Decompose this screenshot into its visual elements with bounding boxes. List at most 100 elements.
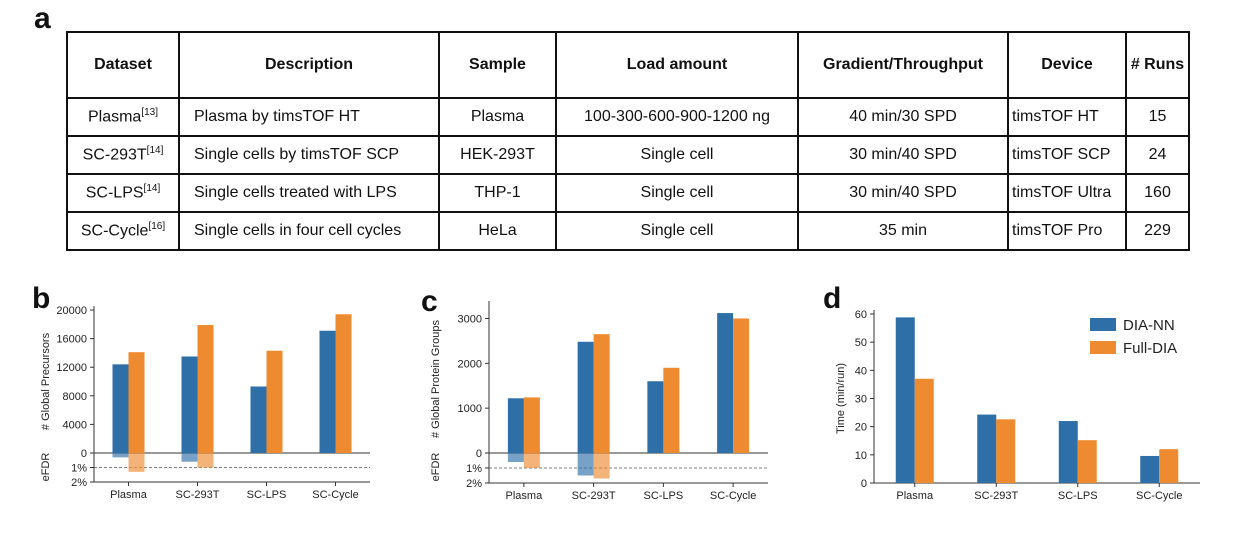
y-tick-label: 16000 [56,334,87,346]
table-row: SC-LPS[14] Single cells treated with LPS… [66,173,1190,213]
bar-dia-nn-sc-lps [647,381,664,453]
bar-dia-nn-plasma [895,317,915,483]
bar-full-dia-plasma [914,378,934,483]
dataset-cell: SC-LPS[14] [66,173,180,213]
description-cell: Single cells treated with LPS [178,173,440,213]
load-cell: 100-300-600-900-1200 ng [555,97,799,137]
efdr-axis-label: eFDR [40,453,52,482]
y-tick-label: 40 [855,365,867,377]
description-cell: Single cells by timsTOF SCP [178,135,440,175]
device-cell: timsTOF Pro [1007,211,1127,251]
y-axis-label: # Global Precursors [40,332,52,430]
legend-swatch-full-dia [1090,341,1116,354]
y-tick-label: 1000 [458,403,482,415]
panel-label-a: a [34,2,51,35]
y-tick-label: 12000 [56,362,87,374]
bar-dia-nn-plasma [112,364,129,453]
y-tick-label: 4000 [63,419,87,431]
description-cell: Single cells in four cell cycles [178,211,440,251]
bar-dia-nn-sc-lps [250,386,267,453]
sample-cell: THP-1 [438,173,557,213]
sample-cell: Plasma [438,97,557,137]
gradient-cell: 35 min [797,211,1009,251]
gradient-cell: 30 min/40 SPD [797,173,1009,213]
device-cell: timsTOF SCP [1007,135,1127,175]
y-tick-label: 20000 [56,305,87,317]
bar-dia-nn-sc-293t [977,414,997,483]
y-tick-label: 60 [855,309,867,321]
reference-citation: [16] [148,221,166,233]
y-tick-label: 0 [476,448,482,460]
y-tick-label: 0 [861,478,867,490]
y-tick-label: 2000 [458,358,482,370]
y-tick-label: 30 [855,394,867,406]
bar-full-dia-sc-293t [996,419,1016,483]
dataset-table: Dataset Description Sample Load amount G… [66,31,1190,251]
efdr-bar-full-dia-plasma [128,453,145,472]
x-tick-label: SC-Cycle [1136,490,1182,502]
efdr-bar-dia-nn-plasma [507,453,524,462]
efdr-bar-full-dia-plasma [523,453,540,468]
reference-citation: [14] [143,183,161,195]
y-tick-label: 50 [855,337,867,349]
y-tick-label: 8000 [63,391,87,403]
efdr-bar-full-dia-sc-293t [197,453,214,468]
dataset-cell: SC-293T[14] [66,135,180,175]
efdr-bar-full-dia-sc-293t [593,453,610,479]
table-row: Plasma[13] Plasma by timsTOF HT Plasma 1… [66,97,1190,137]
column-header: Dataset [66,31,180,99]
efdr-tick-label: 2% [466,478,482,490]
x-tick-label: SC-293T [974,490,1018,502]
x-tick-label: SC-293T [175,489,219,501]
efdr-tick-label: 2% [71,477,87,489]
bar-full-dia-sc-lps [266,350,283,453]
runs-cell: 160 [1125,173,1190,213]
runs-cell: 24 [1125,135,1190,175]
bar-full-dia-sc-293t [593,334,610,453]
bar-full-dia-sc-cycle [335,314,352,453]
x-tick-label: SC-293T [572,490,616,502]
table-header-row: Dataset Description Sample Load amount G… [66,31,1190,99]
y-tick-label: 20 [855,422,867,434]
load-cell: Single cell [555,173,799,213]
x-tick-label: SC-LPS [1058,490,1098,502]
efdr-bar-dia-nn-sc-293t [181,453,198,462]
x-tick-label: SC-LPS [247,489,287,501]
bar-dia-nn-sc-lps [1058,421,1078,483]
table-row: SC-Cycle[16] Single cells in four cell c… [66,211,1190,251]
x-tick-label: SC-Cycle [710,490,756,502]
bar-full-dia-sc-293t [197,325,214,453]
y-axis-label: Time (min/run) [835,363,847,434]
efdr-axis-label: eFDR [430,453,442,482]
load-cell: Single cell [555,211,799,251]
bar-full-dia-sc-cycle [1159,449,1179,483]
column-header: Gradient/Throughput [797,31,1009,99]
reference-citation: [14] [146,145,164,157]
chart-time-per-run: 0 10 20 30 40 50 60 Time (min/run) Plasma SC-293T… [835,309,1200,502]
bar-full-dia-sc-cycle [733,318,750,453]
gradient-cell: 40 min/30 SPD [797,97,1009,137]
y-tick-label: 10 [855,450,867,462]
y-tick-label: 3000 [458,313,482,325]
device-cell: timsTOF HT [1007,97,1127,137]
bar-full-dia-sc-lps [1077,440,1097,483]
column-header: Sample [438,31,557,99]
efdr-bar-dia-nn-plasma [112,453,129,458]
sample-cell: HEK-293T [438,135,557,175]
panel-label-b: b [32,282,51,315]
reference-citation: [13] [141,107,159,119]
efdr-tick-label: 1% [466,463,482,475]
bar-dia-nn-sc-293t [181,356,198,453]
bar-dia-nn-sc-cycle [319,330,336,453]
column-header: Device [1007,31,1127,99]
efdr-bar-dia-nn-sc-293t [577,453,594,476]
dataset-cell: Plasma[13] [66,97,180,137]
table-row: SC-293T[14] Single cells by timsTOF SCP … [66,135,1190,175]
column-header: Description [178,31,440,99]
runs-cell: 229 [1125,211,1190,251]
x-tick-label: SC-LPS [644,490,684,502]
load-cell: Single cell [555,135,799,175]
x-tick-label: Plasma [110,489,148,501]
column-header: # Runs [1125,31,1190,99]
bar-full-dia-sc-lps [663,367,680,453]
